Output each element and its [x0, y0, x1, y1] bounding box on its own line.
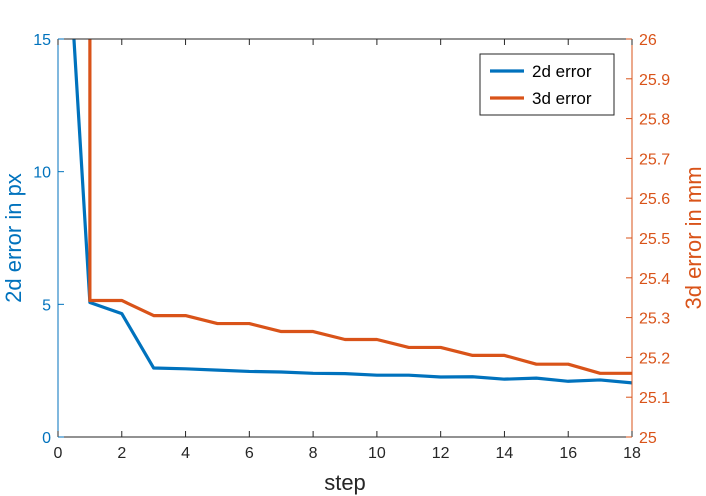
- y-left-tick-label: 0: [42, 430, 51, 447]
- x-tick-label: 10: [368, 445, 386, 462]
- x-tick-label: 2: [117, 445, 126, 462]
- plot-area: 0 2 4 6 8 10 12 14 16 18 0 5 10 15 25 25.1 25.2 25.3 25.4 2…: [1, 32, 706, 495]
- y-left-tick-label: 15: [33, 32, 51, 49]
- series-line-2d-error: [72, 39, 632, 385]
- y-right-tick-label: 25.8: [639, 112, 670, 129]
- legend-label: 2d error: [532, 62, 592, 81]
- y-right-tick-label: 25.7: [639, 151, 670, 168]
- series-line-3d-error: [88, 39, 632, 375]
- legend-label: 3d error: [532, 89, 592, 108]
- x-axis-label: step: [324, 470, 366, 495]
- y-right-tick-label: 25.5: [639, 231, 670, 248]
- y-right-tick-label: 25.6: [639, 191, 670, 208]
- y-right-tick-label: 25.2: [639, 350, 670, 367]
- y-left-tick-label: 5: [42, 297, 51, 314]
- x-tick-label: 8: [309, 445, 318, 462]
- y-right-axis-label: 3d error in mm: [681, 166, 706, 309]
- y-right-tick-label: 25.3: [639, 311, 670, 328]
- legend-box: [479, 53, 615, 116]
- x-tick-label: 18: [623, 445, 641, 462]
- x-tick-label: 12: [432, 445, 450, 462]
- y-right-tick-label: 25.1: [639, 390, 670, 407]
- y-left-tick-label: 10: [33, 165, 51, 182]
- y-left-axis-label: 2d error in px: [1, 173, 26, 303]
- y-right-tick-label: 25.9: [639, 72, 670, 89]
- y-right-tick-label: 26: [639, 32, 657, 49]
- x-tick-label: 6: [245, 445, 254, 462]
- x-tick-label: 0: [54, 445, 63, 462]
- x-tick-label: 4: [181, 445, 190, 462]
- x-tick-label: 14: [496, 445, 514, 462]
- y-right-tick-label: 25: [639, 430, 657, 447]
- x-tick-label: 16: [559, 445, 577, 462]
- y-right-tick-label: 25.4: [639, 271, 670, 288]
